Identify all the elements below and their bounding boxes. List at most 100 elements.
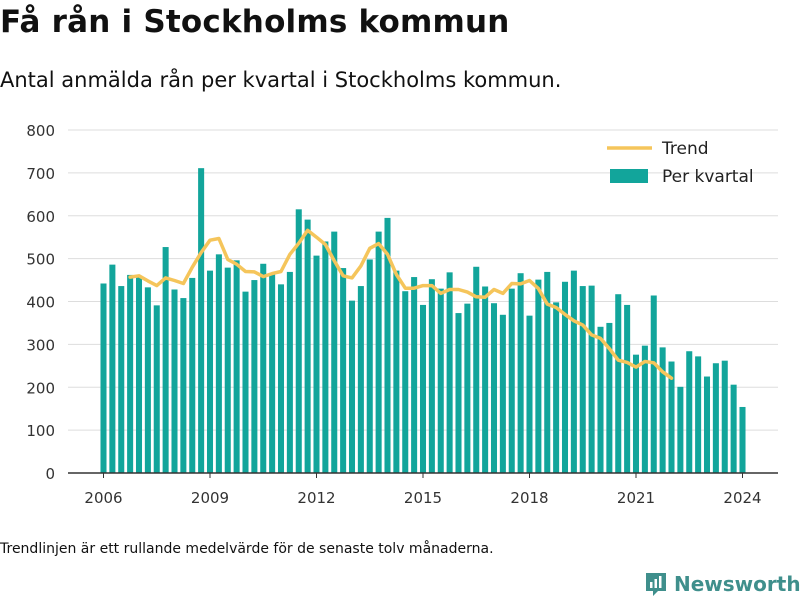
newsworthy-logo-icon [646,573,666,596]
legend-bar-label: Per kvartal [662,167,754,187]
bar [419,304,427,473]
bar [331,231,338,473]
y-tick-label: 400 [26,294,55,312]
bar [109,264,116,473]
bar [659,347,666,473]
bar [135,276,143,473]
bar [455,313,462,473]
bar [366,259,373,473]
bar [437,288,444,473]
bar [650,295,657,473]
bars-per-kvartal [100,168,746,473]
y-tick-label: 800 [26,122,55,140]
bar [189,277,196,473]
bar [260,263,267,473]
y-tick-label: 100 [26,422,55,440]
bar [348,300,356,473]
y-tick-label: 200 [26,379,55,397]
bar [118,286,125,473]
bar [215,254,222,473]
axes: 0 100 200 300 400 500 600 700 800 2006 2009 2012 201… [26,122,778,507]
bar [553,302,560,473]
bar [286,271,293,473]
bar [313,255,320,473]
bar [127,274,134,473]
bar [393,270,400,473]
x-tick-label: 2021 [617,489,655,507]
legend-trend-label: Trend [661,139,709,159]
y-tick-label: 300 [26,336,55,354]
bar [180,298,187,473]
bar [277,284,285,473]
bar [721,360,728,473]
bar [535,279,542,473]
bar [588,285,595,473]
bar [269,274,276,473]
bar [402,291,409,473]
bar [712,363,719,473]
bar [446,272,453,473]
bar [206,270,214,473]
bar [668,361,675,473]
bar [606,322,613,473]
y-tick-label: 700 [26,165,55,183]
newsworthy-logo: Newsworthy [644,569,800,599]
bar [570,270,577,473]
bar [411,277,418,473]
bar [544,271,551,473]
bar [251,280,258,473]
bar [730,384,737,473]
legend: Trend Per kvartal [607,139,754,187]
bar [624,304,631,473]
bar [100,283,107,473]
x-tick-label: 2015 [404,489,442,507]
bar [508,288,515,473]
bar-line-chart: 0 100 200 300 400 500 600 700 800 2006 2009 2012 201… [26,122,778,507]
bar [144,287,151,473]
bar [739,406,746,473]
chart-subtitle: Antal anmälda rån per kvartal i Stockhol… [0,68,562,92]
bar [597,326,604,473]
bar [490,303,498,473]
bar [677,386,684,473]
trend-line-layer [128,228,674,380]
bar [499,314,506,473]
y-tick-label: 500 [26,251,55,269]
bar [171,289,178,473]
bar [357,286,364,473]
x-tick-label: 2018 [510,489,548,507]
bar [579,286,586,473]
x-tick-label: 2012 [297,489,335,507]
y-tick-label: 0 [45,465,55,483]
bar [695,356,702,473]
x-tick-label: 2024 [723,489,761,507]
brand-name: Newsworthy [674,572,800,596]
bar [384,217,391,473]
bar [517,273,524,473]
trend-line [128,228,674,380]
bar [295,209,302,473]
bar [703,376,711,473]
footnote: Trendlinjen är ett rullande medelvärde f… [0,541,494,557]
bar [615,294,622,473]
bar [153,305,160,473]
x-tick-label: 2006 [84,489,122,507]
bar [322,241,329,473]
y-tick-label: 600 [26,208,55,226]
x-tick-label: 2009 [191,489,229,507]
bar [242,291,249,473]
bar [526,315,533,473]
bar [375,231,382,473]
bar [428,279,435,473]
legend-bar-swatch [610,169,648,183]
bar [473,266,480,473]
bar [233,260,240,473]
bar [304,219,311,473]
bar [641,345,648,473]
bar [686,351,693,473]
bar [224,267,231,473]
bar [632,354,640,473]
bar [464,303,471,473]
bar [340,268,347,473]
bar [482,286,489,473]
